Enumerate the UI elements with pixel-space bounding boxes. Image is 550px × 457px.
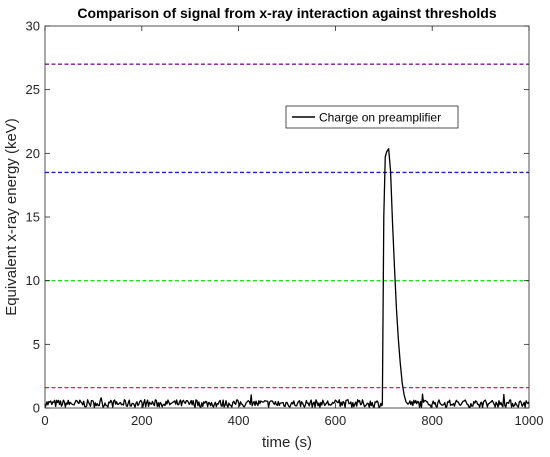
y-tick-label: 20 — [26, 146, 40, 161]
y-tick-label: 25 — [26, 82, 40, 97]
x-tick-label: 1000 — [515, 413, 544, 428]
legend-box — [285, 105, 459, 129]
series-line-charge — [44, 148, 530, 409]
x-tick-label: 0 — [41, 413, 48, 428]
y-tick-label: 30 — [26, 19, 40, 34]
x-tick-label: 200 — [131, 413, 153, 428]
y-tick-label: 0 — [33, 401, 40, 416]
plot-background — [45, 26, 529, 408]
chart-title: Comparison of signal from x-ray interact… — [77, 5, 497, 21]
legend: Charge on preamplifier — [285, 105, 459, 129]
legend-label: Charge on preamplifier — [319, 111, 441, 125]
y-tick-label: 5 — [33, 337, 40, 352]
plot-area: 0 200 400 600 800 1000 0 5 10 15 20 25 30 — [26, 19, 544, 429]
y-tick-label: 15 — [26, 210, 40, 225]
y-tick-label: 10 — [26, 273, 40, 288]
x-tick-label: 400 — [228, 413, 250, 428]
y-axis-label: Equivalent x-ray energy (keV) — [3, 118, 20, 316]
x-tick-label: 600 — [325, 413, 347, 428]
x-axis-label: time (s) — [262, 434, 312, 451]
x-tick-label: 800 — [421, 413, 443, 428]
